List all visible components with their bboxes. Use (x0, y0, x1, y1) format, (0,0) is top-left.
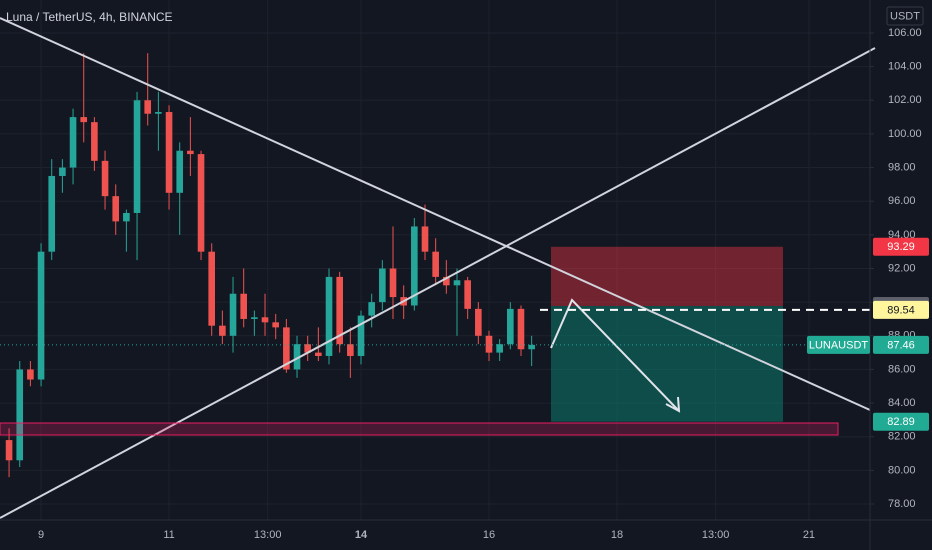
x-tick-label: 13:00 (254, 529, 282, 541)
x-tick-label: 16 (483, 529, 495, 541)
candle-body (432, 251, 439, 277)
candle-body (123, 212, 130, 222)
candle-body (101, 160, 109, 197)
candle-body (69, 117, 77, 168)
price-tag (873, 412, 929, 431)
candle-body (357, 315, 365, 356)
candle-body (496, 344, 503, 353)
price-tag (873, 237, 929, 256)
candle-body (411, 226, 418, 306)
candle-body (165, 112, 173, 193)
candle-body (27, 369, 34, 380)
y-tick-label: 106.00 (888, 27, 922, 39)
candle-body (16, 369, 24, 461)
candle-body (443, 276, 450, 286)
y-tick-label: 82.00 (888, 431, 916, 443)
price-tag-label: 82.89 (887, 416, 915, 428)
symbol-tag (807, 335, 870, 354)
y-tick-label: 98.00 (888, 161, 916, 173)
projection-arrow (550, 298, 679, 411)
candle-body (251, 317, 258, 319)
y-tick-label: 100.00 (888, 128, 922, 140)
candle-body (283, 327, 290, 370)
candle-body (325, 276, 333, 356)
candle-body (37, 251, 45, 380)
trend-line (0, 47, 876, 519)
x-tick-label: 11 (163, 529, 174, 541)
candle-body (112, 196, 120, 222)
y-tick-label: 102.00 (888, 94, 922, 106)
price-tag-label: 93.29 (887, 241, 915, 253)
candle-body (219, 325, 226, 336)
candle-body (176, 150, 184, 193)
target-zone (551, 306, 783, 422)
candle-body (187, 150, 194, 155)
stop-zone (551, 246, 783, 307)
candle-body (5, 440, 13, 461)
candle-body (208, 251, 216, 326)
x-tick-label: 18 (611, 529, 623, 541)
x-tick-label: 9 (38, 529, 44, 541)
candle-body (421, 226, 429, 252)
price-tag (873, 300, 929, 319)
candle-body (379, 268, 386, 303)
candle-body (347, 344, 354, 356)
x-tick-label: 21 (803, 529, 815, 541)
candle-body (315, 352, 322, 356)
candle-body (48, 175, 56, 252)
candle-body (197, 154, 205, 252)
y-tick-label: 104.00 (888, 61, 922, 73)
candle-body (517, 308, 525, 350)
zones (551, 246, 783, 422)
candle-body (144, 100, 152, 114)
candle-body (59, 167, 66, 176)
candle-body (389, 268, 397, 298)
y-tick-label: 86.00 (888, 363, 916, 375)
y-tick-label: 78.00 (888, 498, 916, 510)
overlay (0, 308, 870, 346)
candle-body (304, 344, 311, 353)
candle-body (507, 308, 514, 345)
currency-box (886, 6, 924, 26)
grid (0, 0, 870, 520)
y-tick-label: 96.00 (888, 195, 916, 207)
candle-body (293, 344, 301, 370)
candle-body (485, 335, 493, 353)
support-zone (0, 422, 839, 436)
price-tag-label: 89.54 (887, 304, 915, 316)
candle-body (80, 117, 88, 123)
candle-body (368, 302, 375, 316)
candle-body (261, 317, 269, 323)
candle-body (133, 100, 141, 213)
candle-body (229, 293, 237, 336)
symbol-tag-label: LUNAUSDT (809, 339, 869, 351)
y-tick-label: 92.00 (888, 262, 916, 274)
chart-title: Luna / TetherUS, 4h, BINANCE (6, 10, 173, 24)
currency-label: USDT (890, 10, 920, 22)
candle-body (528, 344, 535, 350)
candle-body (272, 322, 279, 328)
price-tag-label: 87.46 (887, 339, 915, 351)
candle-body (464, 280, 471, 309)
candle-body (155, 112, 162, 114)
x-tick-label: 13:00 (702, 529, 730, 541)
candle-body (91, 122, 98, 161)
y-tick-label: 80.00 (888, 464, 916, 476)
y-tick-label: 94.00 (888, 229, 916, 241)
y-tick-label: 84.00 (888, 397, 916, 409)
candles (5, 53, 535, 478)
candle-body (475, 308, 482, 336)
candle-body (453, 280, 461, 286)
x-tick-label: 14 (355, 529, 368, 541)
candle-body (240, 293, 248, 319)
price-tag (873, 335, 929, 354)
arrow-head (665, 396, 681, 413)
candle-body (336, 276, 343, 345)
